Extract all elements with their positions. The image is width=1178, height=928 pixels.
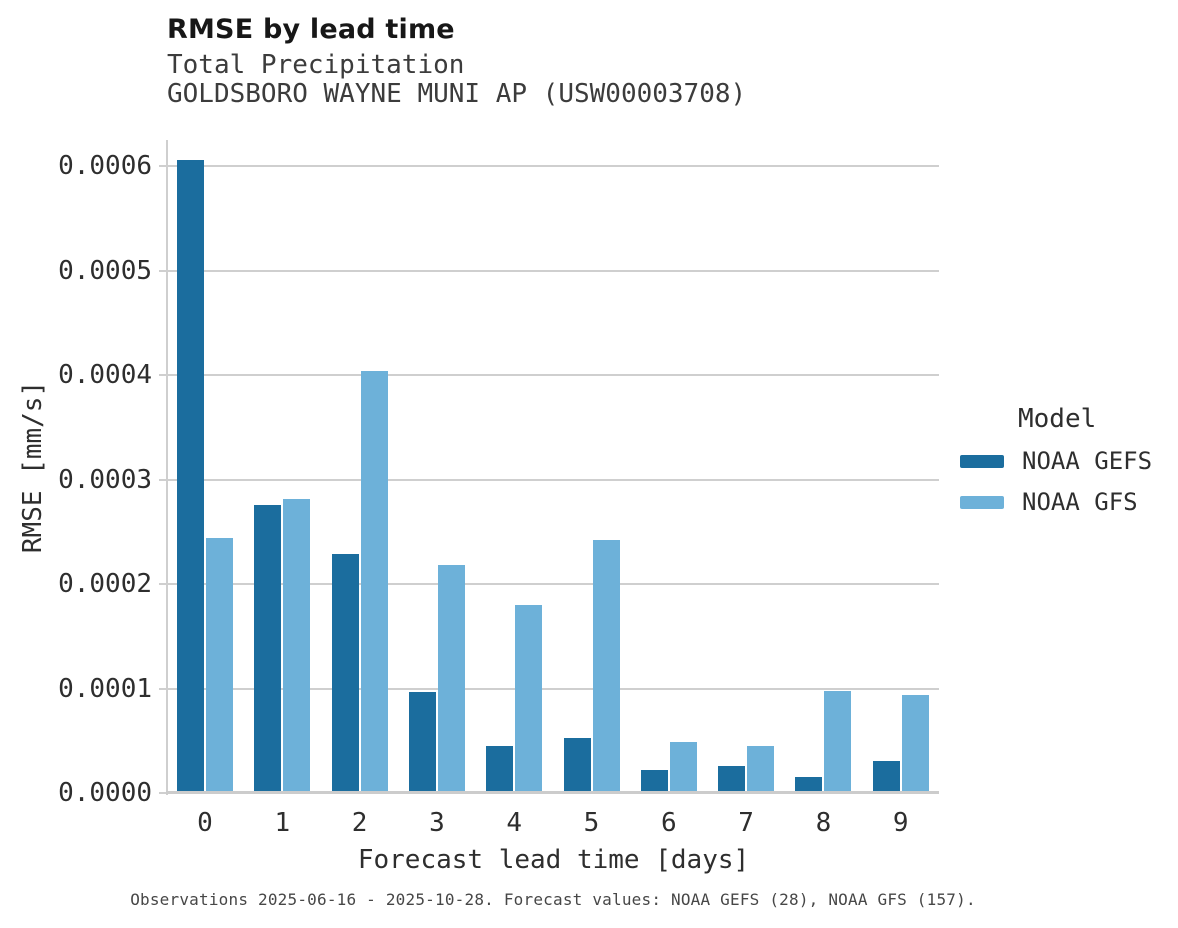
y-tick-mark xyxy=(159,687,166,690)
legend-swatch-noaa-gefs xyxy=(960,454,1004,468)
x-tick-label: 7 xyxy=(738,808,754,838)
bar-noaa-gefs xyxy=(640,770,668,793)
y-tick-mark xyxy=(159,792,166,794)
y-axis-spine xyxy=(166,140,168,795)
x-tick-label: 4 xyxy=(506,808,523,838)
caption: Observations 2025-06-16 - 2025-10-28. Fo… xyxy=(130,890,976,909)
legend: Model NOAA GEFS NOAA GFS xyxy=(960,404,1152,516)
y-tick-mark xyxy=(159,478,166,481)
bar-noaa-gfs xyxy=(437,565,465,793)
bar-noaa-gfs xyxy=(901,694,929,793)
bar-noaa-gefs xyxy=(331,553,359,793)
y-gridline xyxy=(168,165,939,168)
y-tick-mark xyxy=(159,269,166,272)
x-tick-label: 8 xyxy=(815,808,832,838)
y-tick-label: 0.0000 xyxy=(58,778,152,808)
plot-area xyxy=(159,140,939,795)
y-tick-mark xyxy=(159,374,166,377)
bar-noaa-gefs xyxy=(177,159,204,793)
y-tick-label: 0.0006 xyxy=(58,151,152,182)
bar-noaa-gefs xyxy=(795,777,823,793)
bar-noaa-gefs xyxy=(486,745,514,793)
y-tick-label: 0.0005 xyxy=(58,255,152,286)
bar-noaa-gfs xyxy=(747,745,775,793)
legend-title: Model xyxy=(1018,404,1097,434)
bar-noaa-gfs xyxy=(283,499,311,793)
chart-subtitle-line-1: Total Precipitation xyxy=(167,50,465,80)
legend-swatch-noaa-gfs xyxy=(960,495,1004,509)
y-gridline xyxy=(168,687,939,690)
y-tick-mark xyxy=(159,165,166,168)
bar-noaa-gefs xyxy=(563,737,591,793)
y-tick-mark xyxy=(159,583,166,586)
bar-noaa-gfs xyxy=(824,690,852,793)
y-gridline xyxy=(168,478,939,481)
chart-subtitle-line-2: GOLDSBORO WAYNE MUNI AP (USW00003708) xyxy=(167,79,747,109)
bar-noaa-gefs xyxy=(254,504,282,793)
bar-noaa-gefs xyxy=(718,765,746,793)
bar-noaa-gfs xyxy=(669,741,697,793)
legend-label: NOAA GFS xyxy=(1022,488,1138,516)
x-tick-label: 1 xyxy=(274,808,291,838)
legend-entries: NOAA GEFS NOAA GFS xyxy=(960,447,1152,516)
y-tick-label: 0.0001 xyxy=(58,673,152,704)
bar-noaa-gfs xyxy=(592,540,620,793)
bar-noaa-gfs xyxy=(360,370,388,793)
y-tick-label: 0.0003 xyxy=(58,464,152,495)
title-block: RMSE by lead time Total Precipitation GO… xyxy=(167,14,746,109)
chart-title: RMSE by lead time xyxy=(167,14,455,45)
bar-noaa-gefs xyxy=(872,760,900,793)
bar-noaa-gefs xyxy=(408,691,436,793)
y-gridline xyxy=(168,374,939,377)
x-tick-label: 0 xyxy=(197,808,213,838)
bar-noaa-gfs xyxy=(206,538,233,793)
x-tick-label: 6 xyxy=(660,808,677,838)
x-axis-baseline xyxy=(166,791,939,794)
legend-row: NOAA GFS xyxy=(960,488,1152,516)
y-tick-label: 0.0004 xyxy=(58,360,152,391)
y-tick-label: 0.0002 xyxy=(58,569,152,600)
x-tick-label: 5 xyxy=(583,808,600,838)
y-gridline xyxy=(168,583,939,586)
legend-row: NOAA GEFS xyxy=(960,447,1152,475)
bar-noaa-gfs xyxy=(515,604,543,793)
x-tick-label: 3 xyxy=(429,808,445,838)
legend-label: NOAA GEFS xyxy=(1022,447,1153,475)
x-axis-title: Forecast lead time [days] xyxy=(357,845,750,875)
x-tick-label: 9 xyxy=(892,808,909,838)
x-tick-label: 2 xyxy=(351,808,368,838)
y-gridline xyxy=(168,269,939,272)
